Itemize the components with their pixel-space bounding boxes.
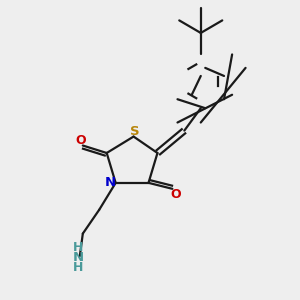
Text: O: O — [75, 134, 86, 147]
Text: N: N — [73, 251, 84, 264]
Text: H: H — [73, 261, 83, 274]
Text: H: H — [73, 241, 83, 254]
Text: S: S — [130, 125, 139, 138]
Text: N: N — [105, 176, 116, 189]
Text: O: O — [170, 188, 181, 201]
